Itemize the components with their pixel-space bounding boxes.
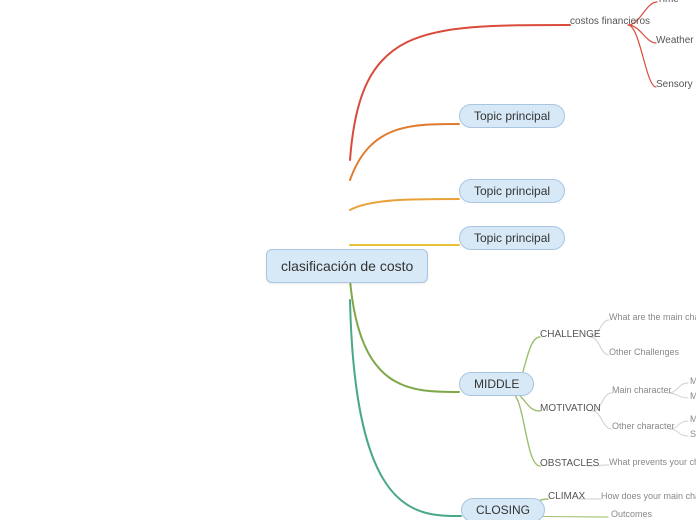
leaf-label[interactable]: CLIMAX <box>548 491 585 502</box>
node-costos[interactable]: costos financieros <box>570 16 650 27</box>
leaf-label[interactable]: MOTIVATION <box>540 403 601 414</box>
leaf-label[interactable]: S <box>690 429 696 439</box>
leaf-label[interactable]: M <box>690 391 696 401</box>
leaf-label[interactable]: What are the main challen <box>609 312 696 322</box>
node-tp3[interactable]: Topic principal <box>459 226 565 250</box>
leaf-label[interactable]: How does your main characte <box>601 491 696 501</box>
leaf-label[interactable]: Other character <box>612 421 675 431</box>
node-middle[interactable]: MIDDLE <box>459 372 534 396</box>
node-tp2[interactable]: Topic principal <box>459 179 565 203</box>
node-tp1[interactable]: Topic principal <box>459 104 565 128</box>
leaf-label[interactable]: Main character <box>612 385 672 395</box>
leaf-label[interactable]: Other Challenges <box>609 347 679 357</box>
leaf-label[interactable]: Weather <box>656 35 694 46</box>
leaf-label[interactable]: M <box>690 414 696 424</box>
leaf-label[interactable]: OBSTACLES <box>540 458 599 469</box>
leaf-label[interactable]: Sensory det <box>656 79 696 90</box>
leaf-label[interactable]: M <box>690 376 696 386</box>
node-closing[interactable]: CLOSING <box>461 498 545 520</box>
leaf-label[interactable]: What prevents your charac <box>609 457 696 467</box>
leaf-label[interactable]: CHALLENGE <box>540 329 601 340</box>
leaf-label[interactable]: Time <box>657 0 679 5</box>
leaf-label[interactable]: Outcomes <box>611 509 652 519</box>
root-node[interactable]: clasificación de costo <box>266 249 428 283</box>
